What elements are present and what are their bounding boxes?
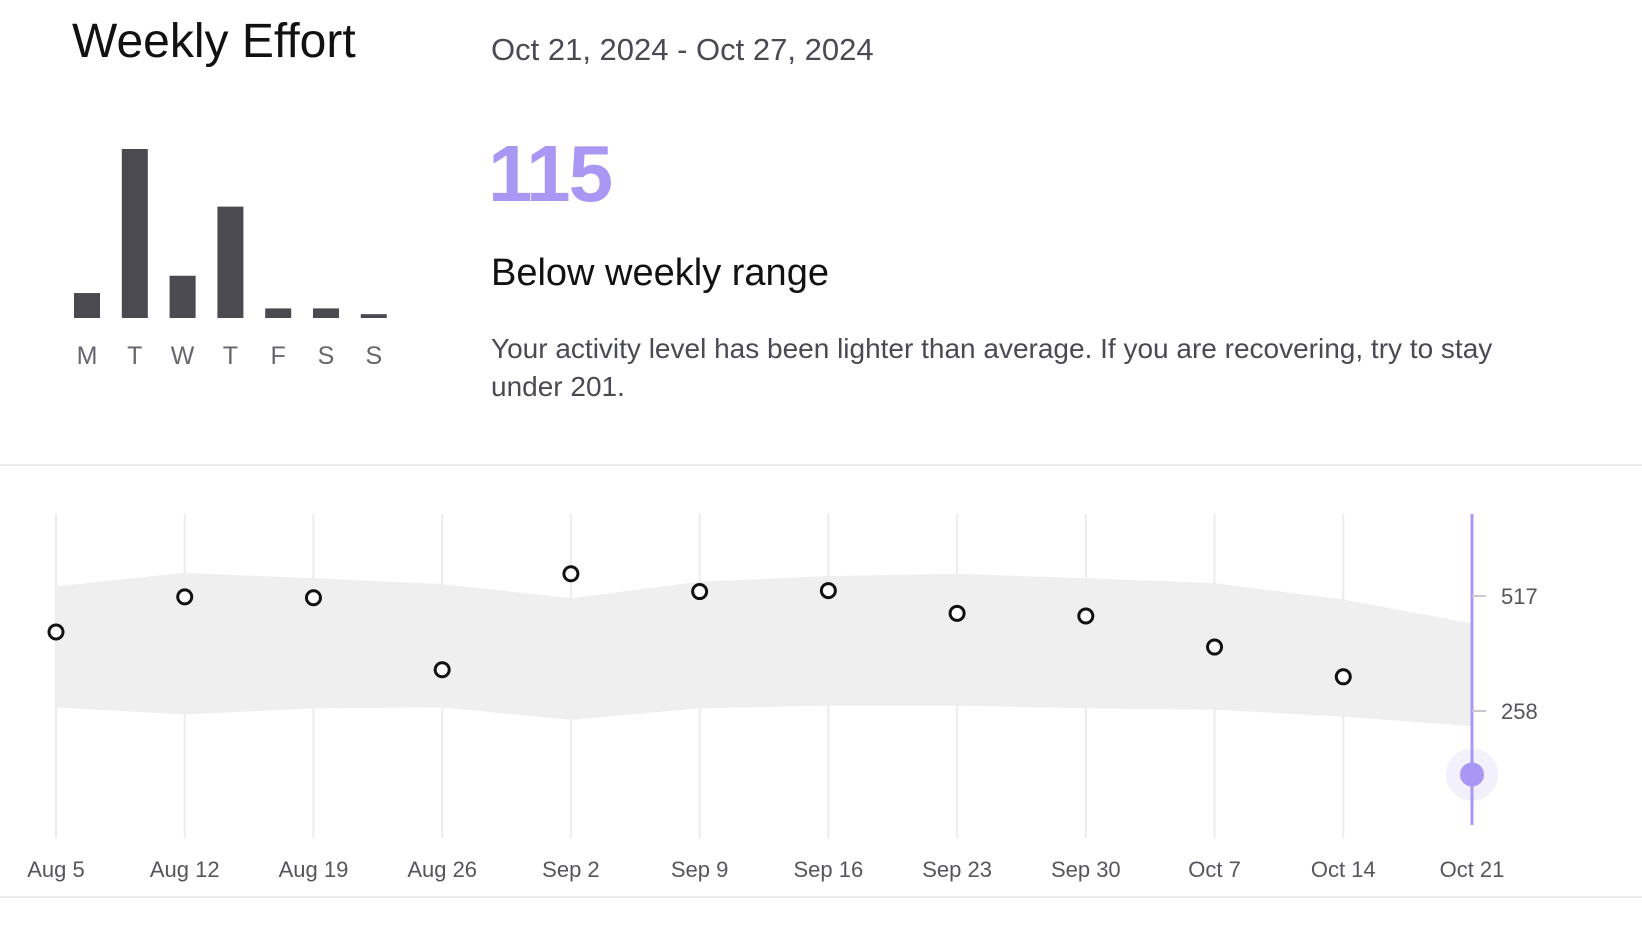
data-point-7[interactable] [948, 604, 966, 622]
status-description: Your activity level has been lighter tha… [491, 333, 1493, 402]
section-divider [0, 464, 1642, 466]
x-tick-label-2: Aug 19 [279, 857, 349, 882]
bar-label-1: T [127, 342, 142, 370]
y-tick-label-1: 258 [1501, 699, 1538, 724]
x-tick-label-10: Oct 14 [1311, 857, 1376, 882]
weekly-trend-chart[interactable]: 517 258 Aug 5 Aug 12 Aug 19 Aug 26 Sep 2 Sep 9 S… [0, 480, 1642, 920]
data-point-8[interactable] [1077, 607, 1095, 625]
bar-0 [74, 293, 100, 318]
bar-label-3: T [223, 342, 238, 370]
x-tick-label-8: Sep 30 [1051, 857, 1121, 882]
bar-label-0: M [77, 342, 98, 370]
data-point-3[interactable] [433, 661, 451, 679]
bar-label-2: W [171, 342, 195, 370]
x-tick-label-11: Oct 21 [1440, 857, 1505, 882]
data-point-5[interactable] [691, 583, 709, 601]
x-tick-label-9: Oct 7 [1188, 857, 1241, 882]
range-status: Below weekly range [491, 252, 829, 294]
x-tick-label-6: Sep 16 [793, 857, 863, 882]
data-point-9[interactable] [1206, 638, 1224, 656]
bar-4 [265, 308, 292, 318]
data-point-4[interactable] [562, 565, 580, 583]
expected-range-band [56, 572, 1472, 727]
x-tick-label-7: Sep 23 [922, 857, 992, 882]
data-point-6[interactable] [819, 582, 837, 600]
data-point-1[interactable] [176, 588, 194, 606]
bar-3 [217, 206, 244, 318]
x-tick-label-4: Sep 2 [542, 857, 600, 882]
bar-label-6: S [365, 342, 382, 370]
bottom-divider [0, 896, 1642, 898]
bar-6 [360, 314, 387, 318]
data-point-2[interactable] [304, 589, 322, 607]
x-tick-label-0: Aug 5 [27, 857, 85, 882]
page-title: Weekly Effort [72, 15, 356, 68]
weekly-effort-score: 115 [488, 129, 613, 218]
bar-label-4: F [271, 342, 286, 370]
bar-2 [169, 275, 196, 318]
y-tick-label-0: 517 [1501, 584, 1538, 609]
data-point-0[interactable] [47, 623, 65, 641]
bar-1 [121, 149, 148, 318]
bar-5 [313, 308, 339, 318]
data-point-current[interactable] [1460, 762, 1484, 787]
x-tick-label-1: Aug 12 [150, 857, 220, 882]
date-range[interactable]: Oct 21, 2024 - Oct 27, 2024 [491, 32, 874, 67]
bar-label-5: S [318, 342, 335, 370]
x-tick-label-3: Aug 26 [407, 857, 477, 882]
x-tick-label-5: Sep 9 [671, 857, 729, 882]
data-point-10[interactable] [1334, 668, 1352, 686]
